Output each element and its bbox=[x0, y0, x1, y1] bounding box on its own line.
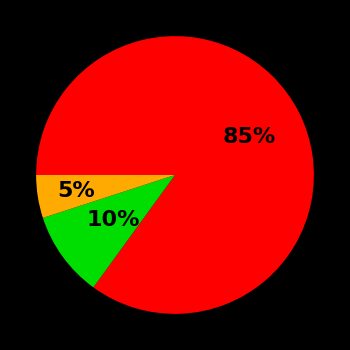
Text: 5%: 5% bbox=[57, 181, 95, 201]
Wedge shape bbox=[36, 36, 314, 314]
Wedge shape bbox=[43, 175, 175, 287]
Text: 10%: 10% bbox=[86, 210, 140, 230]
Wedge shape bbox=[36, 175, 175, 218]
Text: 85%: 85% bbox=[223, 127, 276, 147]
